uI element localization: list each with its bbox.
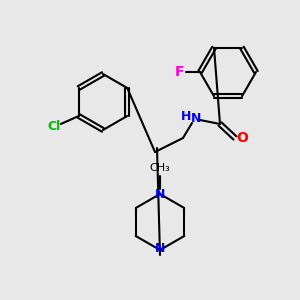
Text: N: N bbox=[155, 188, 165, 200]
Text: H: H bbox=[181, 110, 191, 124]
Text: CH₃: CH₃ bbox=[150, 163, 170, 173]
Text: F: F bbox=[174, 65, 184, 79]
Text: O: O bbox=[236, 131, 248, 145]
Text: Cl: Cl bbox=[47, 119, 60, 133]
Text: N: N bbox=[155, 242, 165, 256]
Text: N: N bbox=[191, 112, 201, 125]
